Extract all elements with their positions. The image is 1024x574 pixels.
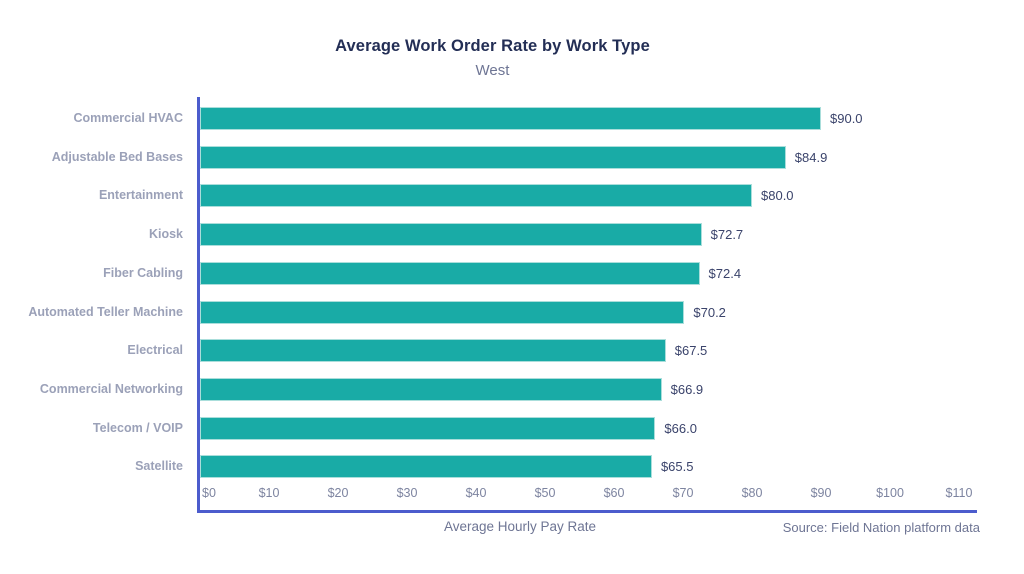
bar-value-label: $90.0 — [830, 111, 863, 126]
chart-title: Average Work Order Rate by Work Type — [335, 37, 650, 55]
bar-value-label: $66.0 — [664, 420, 697, 436]
bar-value-label: $72.4 — [708, 265, 742, 281]
bar — [200, 455, 652, 479]
category-label: Telecom / VOIP — [92, 420, 183, 435]
bar — [200, 339, 666, 363]
bar — [200, 184, 752, 208]
bar-value-label: $66.9 — [670, 382, 704, 398]
category-label: Commercial HVAC — [73, 111, 183, 125]
category-label: Automated Teller Machine — [28, 304, 183, 319]
x-tick-label: $10 — [258, 486, 280, 500]
bar-value-label: $65.5 — [660, 459, 694, 475]
bar — [200, 261, 700, 285]
x-tick-label: $100 — [876, 486, 904, 500]
x-tick-label: $30 — [396, 486, 418, 500]
x-tick-label: $40 — [465, 486, 487, 500]
chart-subtitle: West — [475, 62, 510, 79]
category-label: Electrical — [127, 343, 183, 358]
x-tick-label: $0 — [202, 486, 216, 500]
x-tick-label: $80 — [741, 486, 763, 500]
x-tick-label: $50 — [534, 486, 556, 500]
bar — [200, 145, 786, 169]
bar — [200, 416, 656, 440]
x-axis-label: Average Hourly Pay Rate — [443, 519, 597, 534]
bar — [200, 223, 702, 247]
bar — [200, 107, 821, 130]
category-label: Commercial Networking — [39, 382, 183, 397]
bar — [200, 378, 662, 402]
bar-value-label: $67.5 — [674, 343, 708, 359]
category-label: Kiosk — [148, 227, 183, 242]
category-label: Satellite — [135, 459, 183, 474]
x-tick-label: $70 — [672, 486, 694, 500]
x-tick-label: $110 — [945, 486, 973, 500]
bar-value-label: $84.9 — [794, 149, 828, 165]
category-label: Fiber Cabling — [103, 265, 183, 280]
bar-value-label: $70.2 — [693, 304, 726, 320]
bar — [200, 300, 685, 324]
x-tick-label: $20 — [327, 486, 349, 500]
plot-area: $90.0 $84.9 $80.0 $72.7 $72.4 $70.2 $67.5 $66.9… — [197, 97, 977, 513]
bar-value-label: $72.7 — [710, 227, 744, 243]
x-tick-label: $60 — [603, 486, 625, 500]
category-label: Adjustable Bed Bases — [51, 149, 183, 164]
bar-value-label: $80.0 — [761, 188, 794, 204]
x-tick-label: $90 — [810, 486, 832, 500]
category-label: Entertainment — [98, 188, 183, 203]
source-note: Source: Field Nation platform data — [782, 520, 980, 535]
